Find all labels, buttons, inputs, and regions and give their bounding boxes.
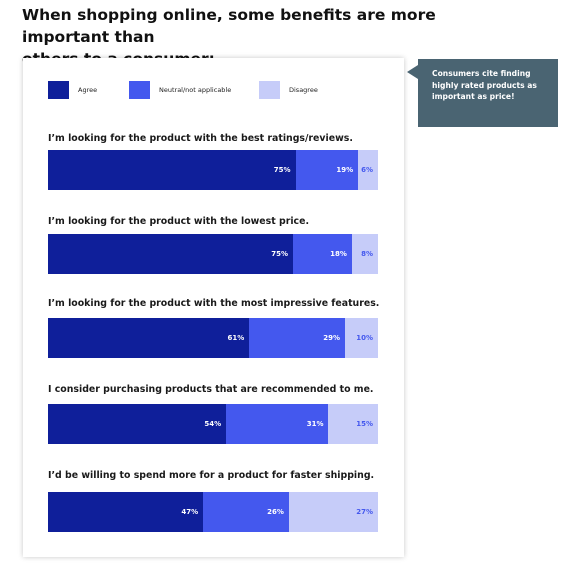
legend-label-disagree: Disagree bbox=[289, 86, 318, 94]
legend-label-neutral: Neutral/not applicable bbox=[159, 86, 232, 94]
heading-line-1: When shopping online, some benefits are … bbox=[22, 6, 436, 46]
bar-segment-disagree: 8% bbox=[351, 234, 378, 274]
callout-arrow bbox=[407, 65, 418, 79]
stacked-bar: 75% 19% 6% bbox=[48, 150, 378, 190]
data-label-neutral: 31% bbox=[306, 420, 324, 428]
legend-swatch-neutral bbox=[129, 81, 150, 99]
chart-card: Agree Neutral/not applicable Disagree I’… bbox=[23, 58, 404, 557]
bar-segment-neutral: 26% bbox=[203, 492, 289, 532]
stacked-bar: 61% 29% 10% bbox=[48, 318, 378, 358]
data-label-disagree: 6% bbox=[361, 166, 373, 174]
question-label: I’d be willing to spend more for a produ… bbox=[48, 470, 375, 481]
callout-line-1: Consumers cite finding bbox=[432, 69, 531, 78]
data-label-agree: 47% bbox=[181, 508, 199, 516]
question-label: I’m looking for the product with the low… bbox=[48, 216, 310, 227]
legend-label-agree: Agree bbox=[78, 86, 98, 94]
data-label-neutral: 29% bbox=[323, 334, 340, 342]
bar-segment-disagree: 15% bbox=[328, 404, 378, 444]
bar-segment-agree: 47% bbox=[48, 492, 204, 532]
data-label-neutral: 19% bbox=[336, 166, 354, 174]
bar-segment-neutral: 29% bbox=[249, 318, 345, 358]
bar-segment-neutral: 18% bbox=[293, 234, 352, 274]
data-label-neutral: 26% bbox=[267, 508, 284, 516]
bar-segment-neutral: 19% bbox=[295, 150, 359, 190]
data-label-neutral: 18% bbox=[330, 250, 347, 258]
legend-swatch-agree bbox=[48, 81, 69, 99]
data-label-disagree: 27% bbox=[356, 508, 373, 516]
legend-item-neutral: Neutral/not applicable bbox=[129, 81, 231, 99]
legend-item-disagree: Disagree bbox=[259, 81, 318, 99]
data-label-disagree: 15% bbox=[356, 420, 373, 428]
bar-segment-neutral: 31% bbox=[226, 404, 329, 444]
callout-line-2: highly rated products as bbox=[432, 80, 537, 90]
bar-segment-agree: 54% bbox=[48, 404, 227, 444]
data-label-agree: 61% bbox=[227, 334, 245, 342]
stacked-bar: 54% 31% 15% bbox=[48, 404, 378, 444]
bar-segment-agree: 61% bbox=[48, 318, 250, 358]
stacked-bar: 75% 18% 8% bbox=[48, 234, 378, 274]
bar-segment-disagree: 10% bbox=[344, 318, 378, 358]
bar-segment-disagree: 27% bbox=[288, 492, 378, 532]
question-label: I’m looking for the product with the mos… bbox=[48, 298, 380, 309]
question-label: I’m looking for the product with the bes… bbox=[48, 133, 353, 144]
data-label-disagree: 8% bbox=[361, 250, 373, 258]
callout-box: Consumers cite finding highly rated prod… bbox=[418, 59, 558, 127]
bar-segment-disagree: 6% bbox=[358, 150, 378, 190]
stacked-bar: 47% 26% 27% bbox=[48, 492, 378, 532]
legend-item-agree: Agree bbox=[48, 81, 97, 99]
chart-legend: Agree Neutral/not applicable Disagree bbox=[23, 81, 404, 101]
data-label-disagree: 10% bbox=[356, 334, 373, 342]
question-label: I consider purchasing products that are … bbox=[48, 384, 374, 395]
data-label-agree: 75% bbox=[273, 166, 291, 174]
bar-segment-agree: 75% bbox=[48, 234, 294, 274]
legend-swatch-disagree bbox=[259, 81, 280, 99]
data-label-agree: 54% bbox=[204, 420, 222, 428]
bar-segment-agree: 75% bbox=[48, 150, 296, 190]
callout-line-3: important as price! bbox=[432, 92, 515, 101]
data-label-agree: 75% bbox=[271, 250, 289, 258]
